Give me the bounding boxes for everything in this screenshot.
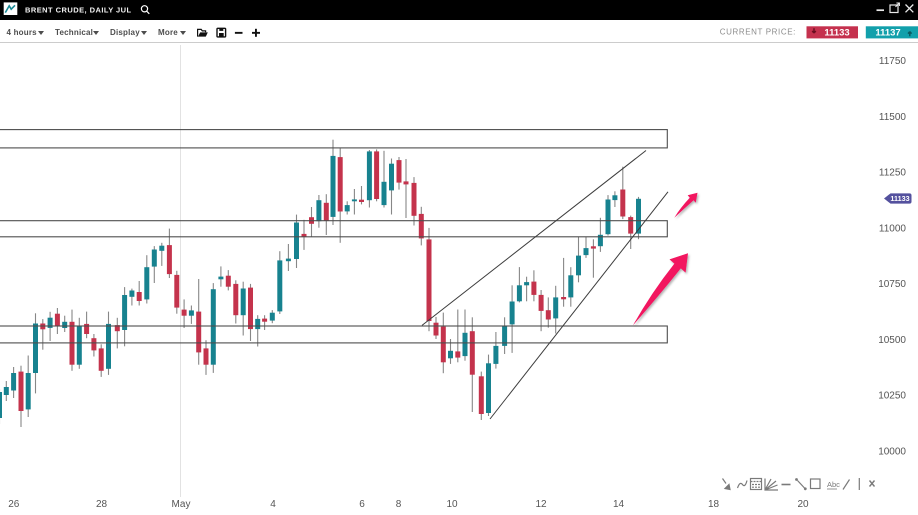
svg-text:BRENT CRUDE, DAILY JUL: BRENT CRUDE, DAILY JUL: [25, 5, 132, 14]
svg-text:Abc: Abc: [827, 480, 840, 489]
svg-text:10250: 10250: [878, 391, 906, 402]
svg-text:18: 18: [708, 499, 720, 510]
svg-text:11133: 11133: [824, 27, 849, 38]
svg-text:26: 26: [8, 499, 20, 510]
svg-text:8: 8: [396, 499, 402, 510]
svg-text:11750: 11750: [879, 56, 907, 67]
svg-text:May: May: [172, 499, 191, 510]
svg-text:28: 28: [96, 499, 108, 510]
svg-text:11500: 11500: [879, 112, 907, 123]
svg-text:20: 20: [797, 499, 809, 510]
svg-text:4: 4: [270, 499, 276, 510]
svg-text:11137: 11137: [875, 27, 900, 38]
svg-text:10: 10: [446, 499, 458, 510]
svg-text:11133: 11133: [890, 194, 909, 203]
svg-text:11000: 11000: [879, 223, 907, 234]
svg-text:14: 14: [613, 499, 625, 510]
svg-text:10000: 10000: [878, 446, 906, 457]
svg-text:CURRENT PRICE:: CURRENT PRICE:: [720, 27, 796, 36]
svg-text:12: 12: [535, 499, 547, 510]
svg-text:11250: 11250: [879, 168, 907, 179]
svg-text:6: 6: [359, 499, 365, 510]
svg-text:10500: 10500: [878, 335, 906, 346]
svg-text:10750: 10750: [878, 279, 906, 290]
